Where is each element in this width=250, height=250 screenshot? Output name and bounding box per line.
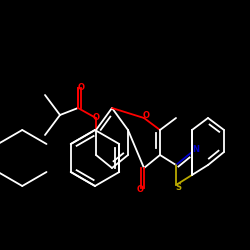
Text: O: O — [142, 112, 150, 120]
Text: O: O — [78, 84, 84, 92]
Text: O: O — [92, 112, 100, 122]
Text: S: S — [175, 184, 181, 192]
Text: N: N — [192, 146, 200, 154]
Text: O: O — [136, 186, 143, 194]
